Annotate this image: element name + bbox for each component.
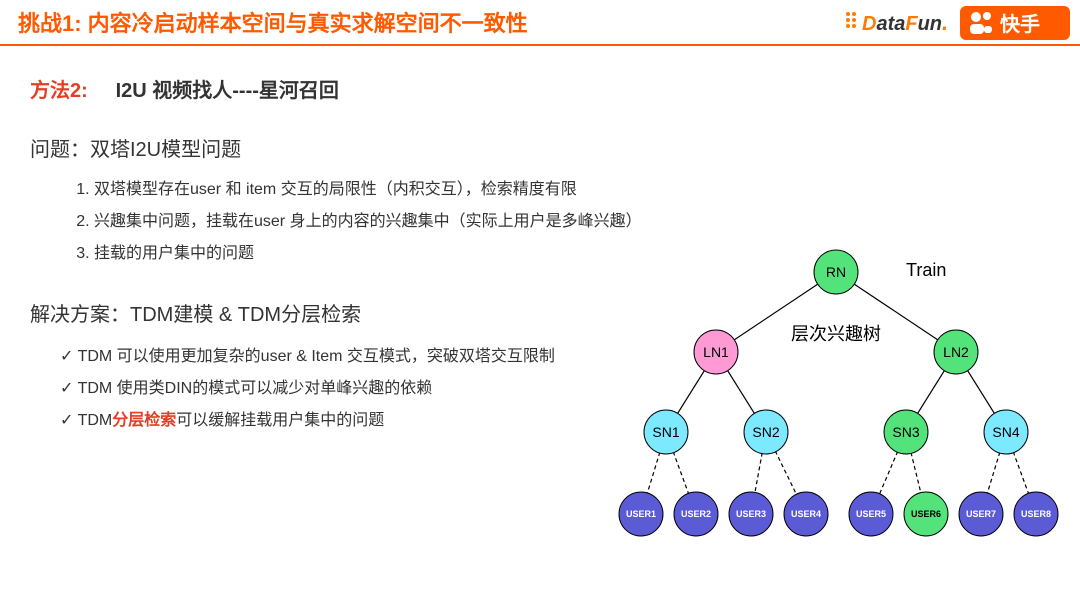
tree-node: USER5 xyxy=(849,492,893,536)
svg-text:DataFun.: DataFun. xyxy=(862,10,948,35)
svg-text:USER2: USER2 xyxy=(681,509,711,519)
tree-node: USER6 xyxy=(904,492,948,536)
tree-node: USER4 xyxy=(784,492,828,536)
tree-title-train: Train xyxy=(906,260,946,280)
svg-text:LN2: LN2 xyxy=(943,344,969,360)
tree-node: USER3 xyxy=(729,492,773,536)
datafun-logo: DataFun. xyxy=(840,6,950,40)
method-title: I2U 视频找人----星河召回 xyxy=(116,80,339,102)
svg-text:SN2: SN2 xyxy=(752,424,779,440)
tree-node: SN1 xyxy=(644,410,688,454)
logo-group: DataFun. 快手 xyxy=(840,4,1070,42)
kuaishou-text: 快手 xyxy=(1000,12,1040,36)
slide: 挑战1: 内容冷启动样本空间与真实求解空间不一致性 DataFun. 快手 xyxy=(0,0,1080,607)
svg-text:USER8: USER8 xyxy=(1021,509,1051,519)
tree-node: SN4 xyxy=(984,410,1028,454)
svg-text:SN4: SN4 xyxy=(992,424,1019,440)
method-label: 方法2: xyxy=(30,80,88,102)
svg-text:RN: RN xyxy=(826,264,846,280)
tree-node: LN2 xyxy=(934,330,978,374)
tree-node: USER7 xyxy=(959,492,1003,536)
svg-text:SN1: SN1 xyxy=(652,424,679,440)
tree-diagram: RN LN1 LN2 SN1 SN2 SN3 SN4 USER1 USER2 USER3 USER4… xyxy=(606,232,1066,552)
problem-item: 双塔模型存在user 和 item 交互的局限性（内积交互），检索精度有限 xyxy=(94,174,1050,206)
svg-text:USER6: USER6 xyxy=(911,509,941,519)
tree-node: LN1 xyxy=(694,330,738,374)
kuaishou-logo: 快手 xyxy=(960,4,1070,42)
svg-text:LN1: LN1 xyxy=(703,344,729,360)
problem-heading: 问题：双塔I2U模型问题 xyxy=(30,133,1050,162)
tree-title-center: 层次兴趣树 xyxy=(791,324,881,344)
tree-node: SN3 xyxy=(884,410,928,454)
method-line: 方法2: I2U 视频找人----星河召回 xyxy=(30,74,1050,103)
tree-node: USER8 xyxy=(1014,492,1058,536)
tree-node: SN2 xyxy=(744,410,788,454)
svg-text:USER5: USER5 xyxy=(856,509,886,519)
tree-node: USER1 xyxy=(619,492,663,536)
svg-text:USER3: USER3 xyxy=(736,509,766,519)
svg-text:SN3: SN3 xyxy=(892,424,919,440)
svg-text:USER4: USER4 xyxy=(791,509,821,519)
svg-text:USER7: USER7 xyxy=(966,509,996,519)
tree-node: USER2 xyxy=(674,492,718,536)
svg-text:USER1: USER1 xyxy=(626,509,656,519)
tree-node: RN xyxy=(814,250,858,294)
